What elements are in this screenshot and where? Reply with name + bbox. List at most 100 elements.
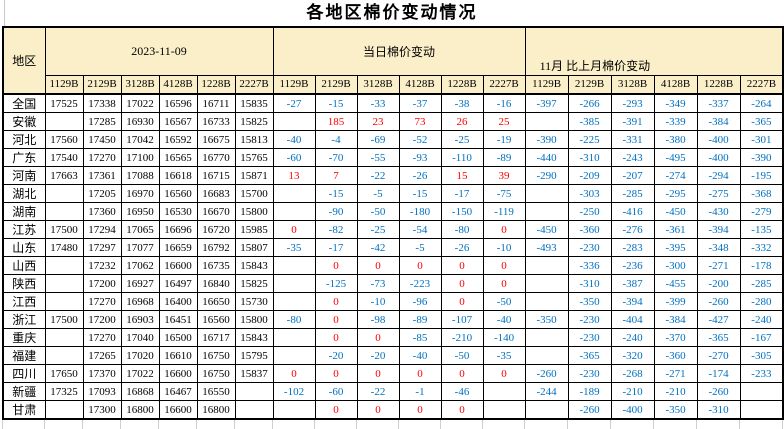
- monthly-change-cell[interactable]: -331: [610, 130, 655, 149]
- monthly-change-cell[interactable]: [524, 112, 569, 131]
- monthly-change-cell[interactable]: -440: [524, 148, 569, 167]
- daily-change-cell[interactable]: -4: [314, 130, 358, 149]
- column-header-grade[interactable]: 1129B: [272, 74, 316, 95]
- price-cell[interactable]: 16592: [158, 130, 198, 149]
- monthly-change-cell[interactable]: -207: [610, 166, 655, 185]
- price-cell[interactable]: 16610: [158, 346, 198, 365]
- monthly-change-cell[interactable]: -385: [567, 112, 612, 131]
- monthly-change-cell[interactable]: -225: [567, 130, 612, 149]
- region-cell[interactable]: 江西: [2, 292, 46, 311]
- price-cell[interactable]: 15813: [234, 130, 274, 149]
- monthly-change-cell[interactable]: -360: [567, 220, 612, 239]
- price-cell[interactable]: 15837: [234, 364, 274, 383]
- column-header-grade[interactable]: 3128B: [610, 74, 655, 95]
- price-cell[interactable]: 16800: [120, 400, 160, 420]
- daily-change-cell[interactable]: 15: [440, 166, 484, 185]
- price-cell[interactable]: 16715: [196, 166, 236, 185]
- monthly-change-cell[interactable]: -404: [610, 310, 655, 329]
- monthly-change-cell[interactable]: -283: [610, 238, 655, 257]
- daily-change-cell[interactable]: [482, 382, 526, 401]
- price-cell[interactable]: 17297: [82, 238, 122, 257]
- monthly-change-cell[interactable]: -336: [567, 256, 612, 275]
- group-header-date[interactable]: 2023-11-09: [44, 26, 274, 76]
- price-cell[interactable]: 16840: [196, 274, 236, 293]
- daily-change-cell[interactable]: -50: [482, 292, 526, 311]
- daily-change-cell[interactable]: -26: [440, 238, 484, 257]
- daily-change-cell[interactable]: 0: [482, 364, 526, 383]
- price-cell[interactable]: [44, 400, 84, 420]
- monthly-change-cell[interactable]: -266: [567, 93, 612, 113]
- price-cell[interactable]: 16750: [196, 364, 236, 383]
- daily-change-cell[interactable]: 0: [272, 364, 316, 383]
- price-cell[interactable]: 17077: [120, 238, 160, 257]
- daily-change-cell[interactable]: 185: [314, 112, 358, 131]
- price-cell[interactable]: 16600: [158, 256, 198, 275]
- monthly-change-cell[interactable]: -195: [739, 166, 784, 185]
- monthly-change-cell[interactable]: -395: [653, 238, 698, 257]
- monthly-change-cell[interactable]: -416: [610, 202, 655, 221]
- price-cell[interactable]: [44, 274, 84, 293]
- daily-change-cell[interactable]: 0: [314, 256, 358, 275]
- daily-change-cell[interactable]: -52: [398, 130, 442, 149]
- monthly-change-cell[interactable]: -240: [610, 328, 655, 347]
- daily-change-cell[interactable]: 0: [356, 256, 400, 275]
- price-cell[interactable]: 17360: [82, 202, 122, 221]
- monthly-change-cell[interactable]: [524, 328, 569, 347]
- price-cell[interactable]: [234, 382, 274, 401]
- monthly-change-cell[interactable]: [524, 256, 569, 275]
- price-cell[interactable]: 16400: [158, 292, 198, 311]
- price-cell[interactable]: 16530: [158, 202, 198, 221]
- daily-change-cell[interactable]: [272, 292, 316, 311]
- price-cell[interactable]: 17042: [120, 130, 160, 149]
- monthly-change-cell[interactable]: [524, 292, 569, 311]
- daily-change-cell[interactable]: -5: [356, 184, 400, 203]
- monthly-change-cell[interactable]: -399: [653, 292, 698, 311]
- price-cell[interactable]: 17450: [82, 130, 122, 149]
- column-header-grade[interactable]: 1228B: [696, 74, 741, 95]
- price-cell[interactable]: 17300: [82, 400, 122, 420]
- daily-change-cell[interactable]: -46: [440, 382, 484, 401]
- column-header-grade[interactable]: 3128B: [120, 74, 160, 95]
- price-cell[interactable]: 15835: [234, 93, 274, 113]
- daily-change-cell[interactable]: -26: [398, 166, 442, 185]
- daily-change-cell[interactable]: 0: [356, 400, 400, 420]
- monthly-change-cell[interactable]: -230: [567, 238, 612, 257]
- monthly-change-cell[interactable]: -390: [524, 130, 569, 149]
- monthly-change-cell[interactable]: -450: [653, 202, 698, 221]
- daily-change-cell[interactable]: 7: [314, 166, 358, 185]
- price-cell[interactable]: 17065: [120, 220, 160, 239]
- daily-change-cell[interactable]: 0: [356, 328, 400, 347]
- daily-change-cell[interactable]: -19: [482, 130, 526, 149]
- daily-change-cell[interactable]: -119: [482, 202, 526, 221]
- region-cell[interactable]: 甘肃: [2, 400, 46, 420]
- daily-change-cell[interactable]: -5: [398, 238, 442, 257]
- price-cell[interactable]: [44, 328, 84, 347]
- column-header-grade[interactable]: 2227B: [739, 74, 784, 95]
- price-cell[interactable]: 15800: [234, 310, 274, 329]
- monthly-change-cell[interactable]: -290: [524, 166, 569, 185]
- price-cell[interactable]: 15871: [234, 166, 274, 185]
- price-cell[interactable]: 17022: [120, 364, 160, 383]
- column-header-grade[interactable]: 3128B: [356, 74, 400, 95]
- daily-change-cell[interactable]: -15: [398, 184, 442, 203]
- daily-change-cell[interactable]: -75: [482, 184, 526, 203]
- daily-change-cell[interactable]: -102: [272, 382, 316, 401]
- price-cell[interactable]: 15807: [234, 238, 274, 257]
- monthly-change-cell[interactable]: -495: [653, 148, 698, 167]
- price-cell[interactable]: 17205: [82, 184, 122, 203]
- monthly-change-cell[interactable]: -230: [567, 328, 612, 347]
- daily-change-cell[interactable]: -15: [314, 93, 358, 113]
- price-cell[interactable]: 16770: [196, 148, 236, 167]
- monthly-change-cell[interactable]: -391: [610, 112, 655, 131]
- region-column-header[interactable]: 地区: [2, 26, 46, 95]
- daily-change-cell[interactable]: 39: [482, 166, 526, 185]
- monthly-change-cell[interactable]: -455: [653, 274, 698, 293]
- price-cell[interactable]: 17265: [82, 346, 122, 365]
- price-cell[interactable]: 15825: [234, 112, 274, 131]
- column-header-grade[interactable]: 4128B: [398, 74, 442, 95]
- price-cell[interactable]: 17540: [44, 148, 84, 167]
- column-header-grade[interactable]: 4128B: [158, 74, 198, 95]
- daily-change-cell[interactable]: 0: [272, 220, 316, 239]
- region-cell[interactable]: 浙江: [2, 310, 46, 329]
- monthly-change-cell[interactable]: -276: [610, 220, 655, 239]
